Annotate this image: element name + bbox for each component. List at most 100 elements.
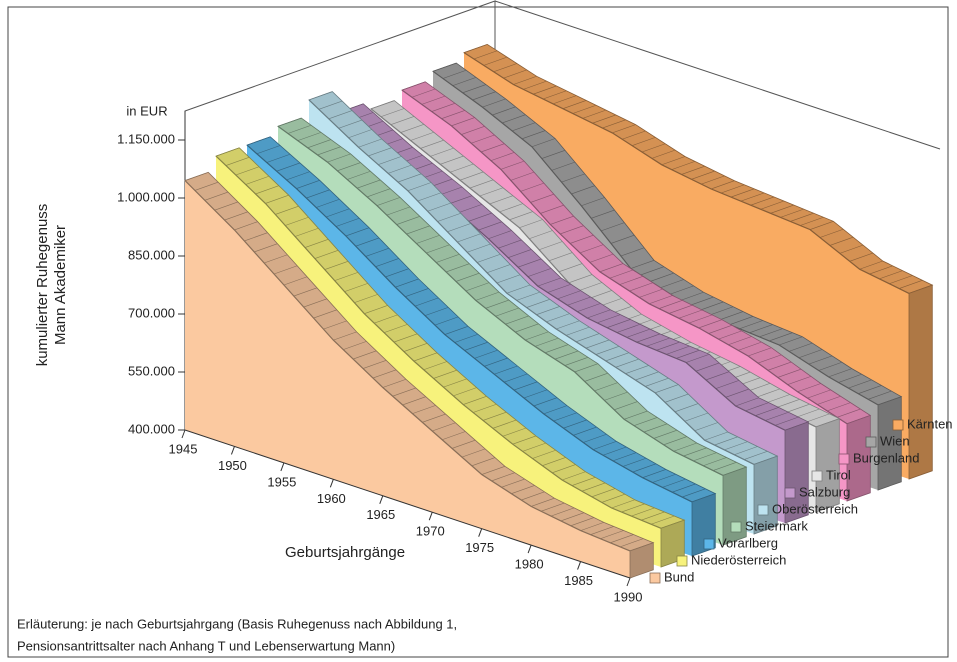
hatch xyxy=(709,306,734,316)
hatch xyxy=(570,517,595,527)
hatch xyxy=(600,530,624,540)
hatch xyxy=(544,344,569,354)
hatch xyxy=(374,314,398,324)
hatch xyxy=(246,136,271,146)
hatch xyxy=(327,153,351,163)
hatch xyxy=(440,155,464,165)
legend-label: Niederösterreich xyxy=(691,552,786,567)
hatch xyxy=(521,130,546,140)
hatch xyxy=(401,81,426,91)
hatch xyxy=(423,361,448,371)
hatch xyxy=(333,331,357,341)
x-tick xyxy=(626,577,631,587)
legend-label: Burgenland xyxy=(853,450,920,465)
hatch xyxy=(536,306,560,315)
hatch xyxy=(463,44,488,53)
hatch xyxy=(493,63,518,73)
hatch xyxy=(691,170,715,180)
hatch xyxy=(437,212,461,222)
x-tick-label: 1965 xyxy=(366,507,395,522)
hatch xyxy=(704,431,728,441)
hatch xyxy=(718,330,742,340)
hatch xyxy=(639,288,663,298)
hatch xyxy=(365,247,390,257)
hatch xyxy=(621,503,645,513)
hatch xyxy=(303,298,328,308)
hatch xyxy=(548,252,573,262)
hatch xyxy=(543,90,567,100)
hatch xyxy=(502,427,527,437)
hatch xyxy=(839,244,864,254)
hatch xyxy=(472,91,496,101)
x-axis xyxy=(184,429,631,579)
x-tick-label: 1975 xyxy=(465,540,494,555)
hatch xyxy=(395,278,419,288)
hatch xyxy=(729,316,754,325)
hatch xyxy=(632,463,657,473)
hatch xyxy=(670,285,694,295)
hatch xyxy=(546,313,570,323)
hatch xyxy=(558,263,583,273)
hatch xyxy=(434,316,459,326)
hatch xyxy=(570,234,594,244)
hatch xyxy=(345,227,370,237)
x-tick xyxy=(577,561,582,570)
hatch xyxy=(455,272,480,282)
hatch xyxy=(376,197,401,206)
series-line xyxy=(401,89,848,425)
hatch xyxy=(432,62,457,72)
hatch xyxy=(494,365,518,375)
hatch xyxy=(446,263,470,273)
hatch xyxy=(721,184,745,194)
hatch xyxy=(420,139,444,149)
hatch xyxy=(591,209,615,219)
hatch xyxy=(701,175,725,185)
hatch xyxy=(214,201,239,211)
hatch xyxy=(641,143,666,153)
hatch xyxy=(407,182,432,192)
hatch xyxy=(580,522,604,531)
hatch xyxy=(788,342,813,352)
hatch xyxy=(581,482,606,492)
legend-swatch xyxy=(676,555,688,567)
hatch xyxy=(354,294,378,303)
hatch xyxy=(508,249,532,258)
ribbon-front xyxy=(247,145,692,556)
hatch xyxy=(759,328,783,338)
hatch xyxy=(632,137,656,146)
legend-label: Tirol xyxy=(826,467,851,482)
hatch xyxy=(573,426,597,436)
x-tick-label: 1950 xyxy=(218,458,247,473)
hatch xyxy=(533,397,558,407)
hatch xyxy=(513,75,537,85)
hatch xyxy=(568,274,593,284)
hatch xyxy=(510,171,535,181)
hatch xyxy=(397,173,422,183)
hatch xyxy=(304,239,329,248)
hatch xyxy=(553,412,577,422)
hatch xyxy=(380,108,405,118)
caption: Pensionsantrittsalter nach Anhang T und … xyxy=(17,638,395,653)
hatch xyxy=(506,284,531,294)
hatch xyxy=(868,390,892,400)
hatch xyxy=(515,323,539,333)
hatch xyxy=(454,333,479,343)
hatch xyxy=(682,488,706,498)
hatch xyxy=(204,191,229,201)
hatch xyxy=(452,77,477,86)
unit-label: in EUR xyxy=(126,103,167,118)
x-tick xyxy=(329,479,334,488)
hatch xyxy=(581,197,605,207)
hatch xyxy=(550,215,574,225)
hatch xyxy=(560,225,584,235)
hatch xyxy=(807,389,831,399)
ribbon xyxy=(184,171,655,579)
hatch xyxy=(353,350,377,360)
x-tick-label: 1985 xyxy=(564,573,593,588)
ribbon-end xyxy=(815,418,840,513)
hatch xyxy=(676,349,700,359)
legend-swatch xyxy=(703,538,715,550)
hatch xyxy=(316,198,340,208)
hatch xyxy=(869,265,893,275)
hatch xyxy=(539,241,563,251)
